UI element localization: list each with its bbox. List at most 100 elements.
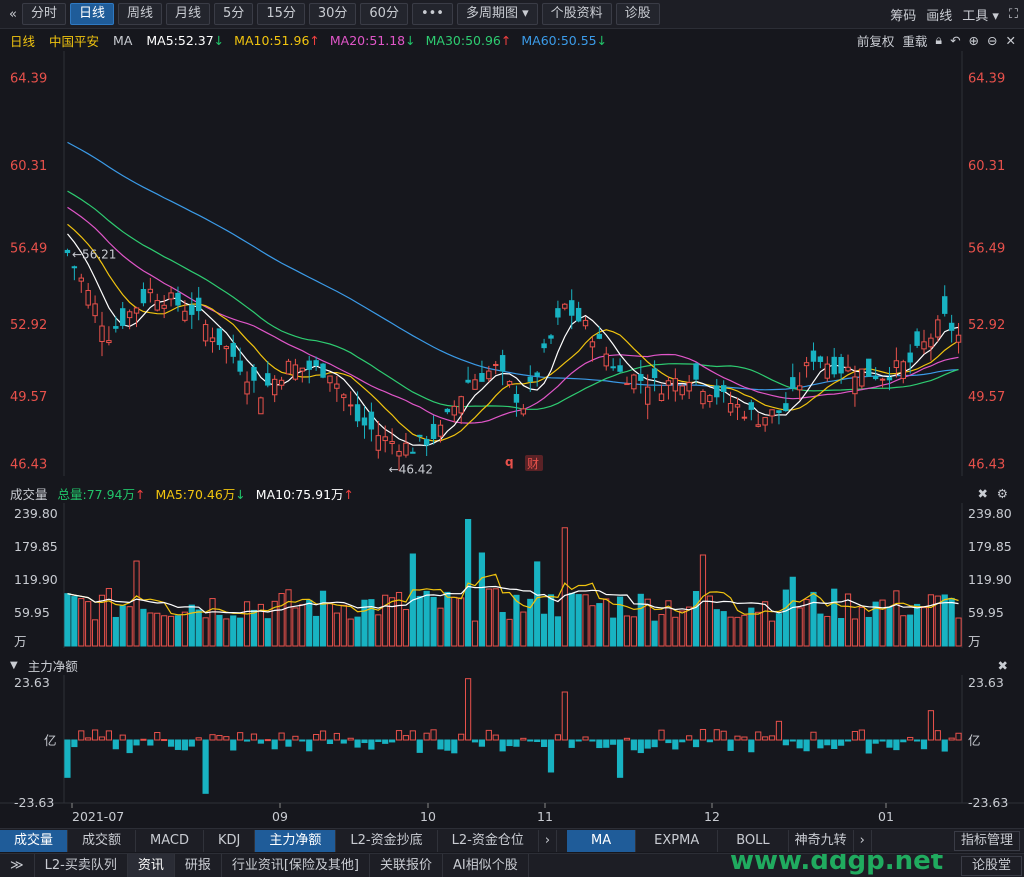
expand-icon[interactable]: ≫ (0, 854, 35, 877)
net-flow-title: 主力净额 (27, 658, 78, 674)
volume-bar (154, 612, 161, 647)
volume-bar (637, 593, 644, 647)
forum-button[interactable]: 论股堂 (960, 856, 1022, 876)
candle-body (499, 355, 506, 372)
tab-net-flow[interactable]: 主力净额 (255, 829, 337, 852)
candle-body (175, 292, 181, 306)
zoom-out-icon[interactable]: ⊖ (987, 32, 998, 48)
collapse-left-icon[interactable]: « (9, 6, 17, 22)
candle-body (555, 308, 561, 318)
candle-body (216, 328, 223, 346)
high-annotation: ←56.21 (72, 248, 116, 262)
status-l2-queue[interactable]: L2-买卖队列 (35, 854, 128, 877)
candle-body (900, 361, 906, 379)
candle-body (741, 416, 748, 419)
reload-button[interactable]: 重载 (902, 33, 928, 49)
tab-30min[interactable]: 30分 (308, 3, 357, 25)
flow-bar (596, 739, 603, 749)
tab-volume[interactable]: 成交量 (0, 829, 69, 852)
candle-body (679, 385, 685, 396)
tab-kdj[interactable]: KDJ (204, 829, 256, 852)
lock-icon[interactable]: 🔒︎ (935, 32, 943, 47)
diagnose-button[interactable]: 诊股 (615, 3, 660, 25)
tab-daily[interactable]: 日线 (69, 3, 114, 25)
volume-bar (195, 609, 202, 647)
stock-name[interactable]: 中国平安 (49, 33, 100, 49)
multi-period-dropdown[interactable]: 多周期图 ▾ (456, 3, 538, 25)
tab-l2-position[interactable]: L2-资金仓位 (438, 829, 539, 852)
volume-bar (209, 598, 216, 647)
tools-dropdown[interactable]: 工具 ▾ (962, 9, 999, 24)
volume-chart[interactable]: 239.80 239.80 179.85 179.85 119.90 119.90 59.9… (0, 503, 1024, 653)
settings-gear-icon[interactable]: ⚙ (996, 485, 1008, 501)
flow-bar (216, 735, 223, 741)
tab-l2-bottom[interactable]: L2-资金抄底 (336, 829, 438, 852)
candle-body (727, 402, 734, 413)
price-tick-label-left: 46.43 (10, 458, 47, 473)
tab-ma[interactable]: MA (567, 829, 637, 852)
status-industry-news[interactable]: 行业资讯[保险及其他] (222, 854, 371, 877)
fullscreen-icon[interactable]: ⛶ (1008, 7, 1018, 22)
tab-5min[interactable]: 5分 (214, 3, 254, 25)
flow-bar (119, 734, 126, 741)
flow-bar (865, 739, 872, 754)
volume-ma5-line (67, 573, 959, 616)
tab-macd[interactable]: MACD (136, 829, 204, 852)
tab-60min[interactable]: 60分 (360, 3, 408, 25)
tab-magic-nine[interactable]: 神奇九转 (789, 829, 854, 852)
flow-bar (499, 739, 506, 752)
draw-line-button[interactable]: 画线 (926, 9, 953, 24)
volume-bar (78, 598, 85, 647)
flow-bar (347, 737, 354, 741)
candle-body (168, 292, 174, 300)
stock-info-button[interactable]: 个股资料 (541, 3, 612, 25)
tab-expma[interactable]: EXPMA (636, 829, 719, 852)
candle-body (147, 288, 154, 294)
flow-bar (333, 732, 340, 741)
flow-bar (506, 739, 513, 747)
tab-15min[interactable]: 15分 (257, 3, 305, 25)
flow-bar (679, 739, 686, 743)
status-news[interactable]: 资讯 (127, 854, 175, 877)
tab-turnover[interactable]: 成交额 (68, 829, 137, 852)
tabs-next-icon[interactable]: › (539, 829, 558, 852)
flow-bar (202, 739, 209, 794)
flow-bar (340, 739, 347, 744)
tab-weekly[interactable]: 周线 (118, 3, 163, 25)
candle-body (700, 390, 706, 405)
candle-body (320, 363, 326, 378)
volume-bar (596, 603, 603, 647)
status-research[interactable]: 研报 (175, 854, 222, 877)
volume-bar (513, 594, 520, 647)
status-related-quotes[interactable]: 关联报价 (370, 854, 444, 877)
flow-bar (720, 730, 727, 741)
flow-bar (927, 710, 935, 741)
candle-body (886, 377, 893, 381)
flow-bar (603, 739, 610, 748)
candlestick-chart[interactable]: 64.39 64.39 60.31 60.31 56.49 56.49 52.92 52.92… (0, 51, 1024, 481)
indicator-manage-button[interactable]: 指标管理 (953, 830, 1020, 851)
collapse-triangle-icon[interactable]: ▼ (10, 659, 18, 671)
tab-intraday[interactable]: 分时 (21, 3, 66, 25)
close-volume-icon[interactable]: ✖ (977, 485, 988, 501)
volume-bar (306, 599, 313, 647)
chips-button[interactable]: 筹码 (890, 9, 917, 24)
zoom-in-icon[interactable]: ⊕ (968, 32, 980, 48)
tab-boll[interactable]: BOLL (718, 829, 789, 852)
volume-bar (817, 613, 824, 647)
tabs2-next-icon[interactable]: › (854, 829, 872, 852)
status-ai-similar[interactable]: AI相似个股 (443, 854, 529, 877)
price-tick-label-left: 60.31 (10, 159, 47, 174)
volume-bar (734, 616, 741, 647)
tab-monthly[interactable]: 月线 (166, 3, 211, 25)
volume-tick-right: 179.85 (968, 539, 1012, 554)
flow-bar (278, 732, 285, 741)
volume-bar (133, 560, 140, 647)
forward-adjust-button[interactable]: 前复权 (856, 33, 895, 49)
volume-bar (430, 596, 437, 647)
main-net-flow-chart[interactable]: 23.63 23.63 亿 亿 -23.63 -23.63 2021-07 09 10 11 12 0… (0, 675, 1024, 828)
undo-icon[interactable]: ↶ (950, 32, 961, 48)
close-icon[interactable]: ✕ (1005, 32, 1016, 48)
close-flow-icon[interactable]: ✖ (997, 657, 1008, 673)
more-button[interactable]: ••• (411, 3, 453, 25)
